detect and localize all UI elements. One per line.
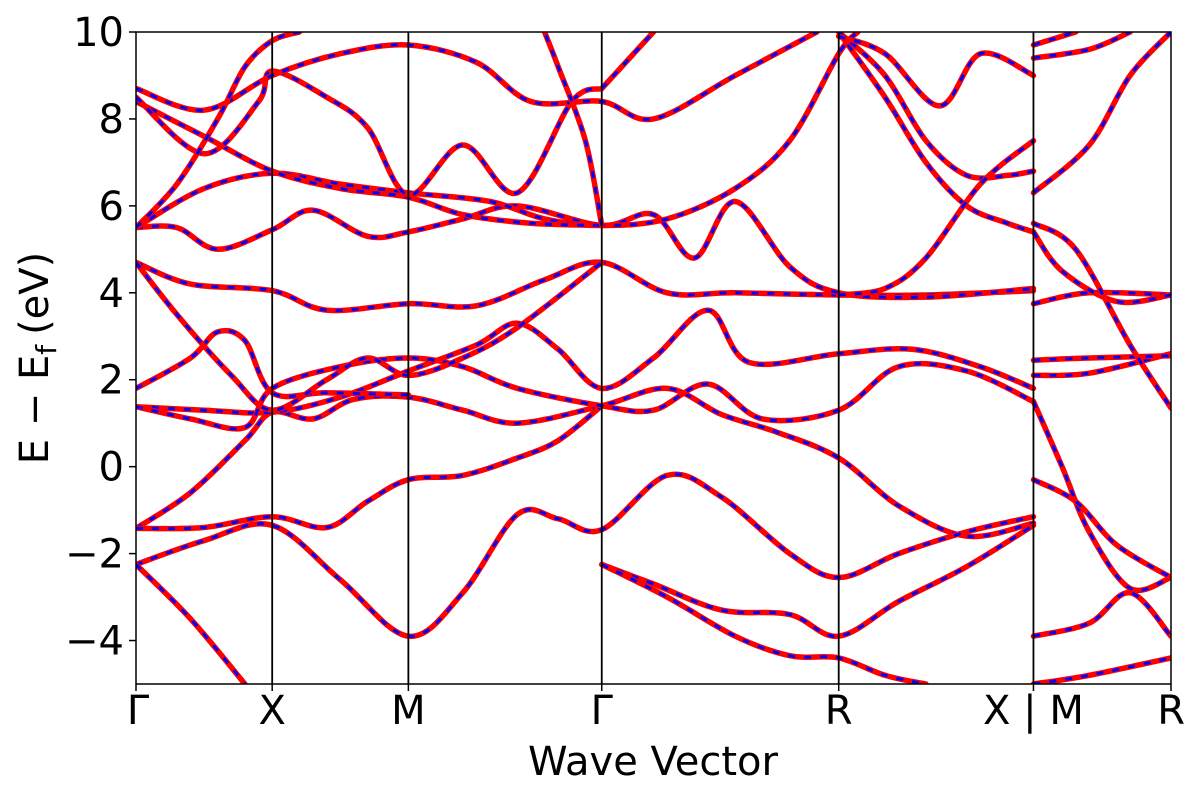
band-line (136, 307, 1037, 416)
band-line (1030, 220, 1171, 411)
x-tick-label: M (391, 688, 426, 734)
band-line-overlay (136, 69, 603, 197)
y-tick-label: 4 (99, 271, 124, 317)
band-line-overlay (1032, 400, 1171, 592)
band-line-overlay (837, 32, 1034, 234)
y-tick-label: 10 (73, 10, 124, 56)
band-line (136, 32, 303, 231)
band-line-overlay (136, 260, 1034, 313)
band-line-overlay (1033, 32, 1077, 47)
band-line (136, 32, 861, 231)
y-axis-label-unit: (eV) (12, 252, 58, 335)
band-line-overlay (1032, 231, 1171, 304)
x-axis: Γ X M Γ R X | M R (127, 684, 1185, 734)
x-axis-label: Wave Vector (528, 739, 779, 785)
high-symmetry-lines (271, 32, 1035, 684)
band-line (1030, 655, 1171, 684)
y-tick-label: 6 (99, 184, 124, 230)
band-line-overlay (837, 32, 1034, 180)
band-line-overlay (136, 308, 1035, 415)
x-tick-label: R (825, 688, 853, 734)
band-line-overlay (136, 404, 603, 531)
band-line (541, 32, 605, 229)
band-line (136, 68, 605, 198)
band-line-overlay (600, 32, 655, 90)
y-axis-label-subscript: f (30, 344, 63, 355)
band-line-overlay (136, 329, 409, 399)
x-tick-label: Γ (591, 688, 614, 734)
band-line (835, 32, 1037, 235)
x-tick-label: R (1157, 688, 1185, 734)
band-line (1030, 398, 1171, 593)
band-line-overlay (136, 356, 1035, 431)
band-line (1030, 589, 1171, 639)
band-line (599, 522, 1037, 639)
band-line-overlay (136, 200, 1034, 299)
plot-frame (135, 31, 1172, 685)
band-line-overlay (136, 261, 603, 412)
band-line (136, 561, 248, 684)
band-line-overlay (136, 563, 247, 684)
y-axis-label-main: E − E (12, 355, 58, 465)
y-axis: −4 −2 0 2 4 6 8 10 (65, 10, 136, 665)
band-line-overlay (838, 34, 1035, 108)
band-line-overlay (136, 32, 300, 229)
y-tick-label: −4 (65, 619, 124, 665)
band-line (136, 385, 1037, 540)
band-line-overlay (1032, 478, 1171, 579)
band-line-overlay (1033, 591, 1171, 638)
band-line (1030, 32, 1133, 61)
band-line-overlay (136, 32, 859, 229)
x-tick-label: X (258, 688, 285, 734)
band-line (835, 137, 1037, 298)
y-tick-label: 0 (99, 445, 124, 491)
band-line-overlay (601, 563, 927, 684)
y-axis-label: E − Ef (eV) (12, 252, 63, 465)
y-tick-label: 2 (99, 358, 124, 404)
band-line-overlay (1032, 32, 1171, 194)
band-line-overlay (601, 524, 1035, 638)
band-line (1030, 353, 1171, 363)
band-line-overlay (838, 139, 1035, 297)
band-lines (136, 32, 1171, 684)
band-line-overlay (136, 32, 818, 122)
band-line-overlay (543, 32, 604, 226)
band-line (136, 259, 1037, 314)
band-line-overlay (136, 472, 1034, 638)
y-tick-label: −2 (65, 532, 124, 578)
x-tick-label: Γ (127, 688, 150, 734)
x-tick-label: X | M (983, 688, 1084, 734)
y-tick-label: 8 (99, 97, 124, 143)
band-line (136, 471, 1037, 639)
